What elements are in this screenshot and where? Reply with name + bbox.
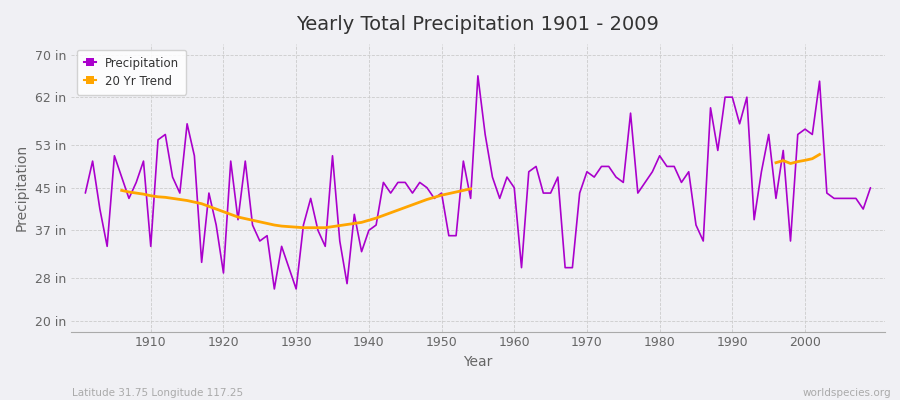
Legend: Precipitation, 20 Yr Trend: Precipitation, 20 Yr Trend <box>76 50 186 95</box>
Y-axis label: Precipitation: Precipitation <box>15 144 29 231</box>
X-axis label: Year: Year <box>464 355 492 369</box>
Text: Latitude 31.75 Longitude 117.25: Latitude 31.75 Longitude 117.25 <box>72 388 243 398</box>
Title: Yearly Total Precipitation 1901 - 2009: Yearly Total Precipitation 1901 - 2009 <box>296 15 660 34</box>
Text: worldspecies.org: worldspecies.org <box>803 388 891 398</box>
